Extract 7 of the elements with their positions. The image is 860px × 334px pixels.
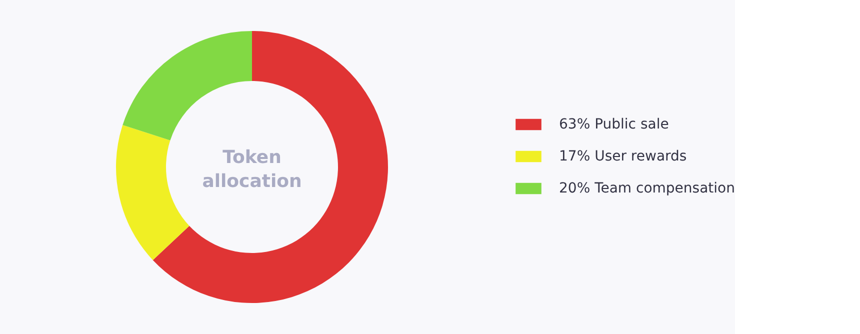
donut-slice	[122, 31, 252, 140]
text: Token allocation	[202, 147, 302, 192]
donut-slice	[152, 31, 388, 303]
legend-label: 63% Public sale	[559, 116, 669, 132]
legend-label: 17% User rewards	[559, 148, 687, 164]
legend-label: 20% Team compensation	[559, 180, 735, 196]
donut-slice	[116, 124, 190, 260]
